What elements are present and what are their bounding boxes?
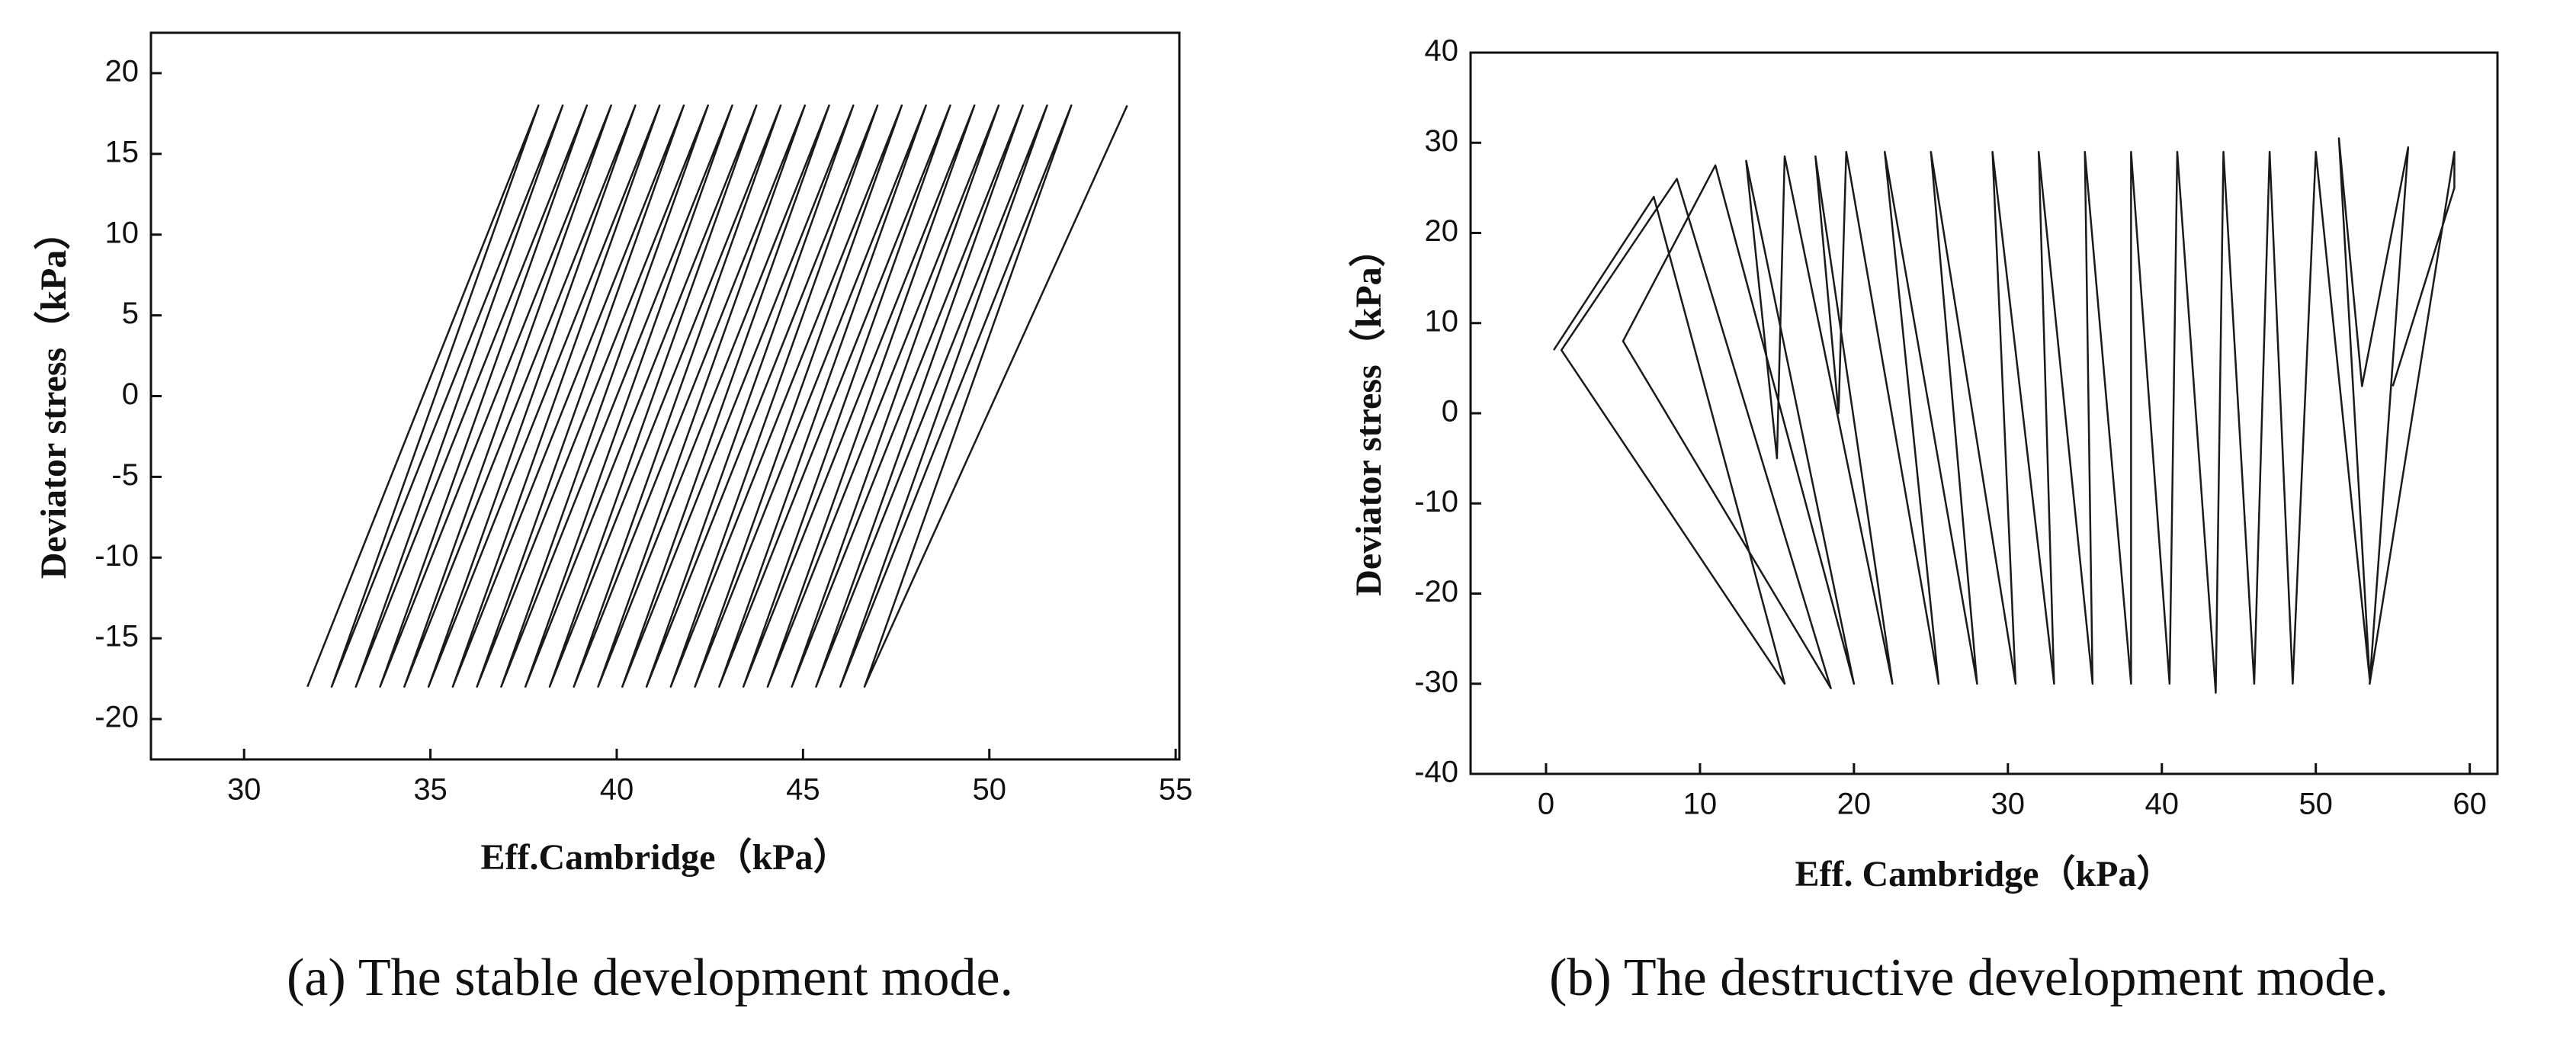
y-tick-label: 10	[1425, 304, 1459, 338]
x-tick-label: 35	[413, 773, 448, 807]
y-tick-label: 20	[1425, 214, 1459, 248]
x-tick-label: 40	[600, 773, 634, 807]
x-tick-label: 50	[2299, 788, 2333, 821]
y-tick-label: 15	[105, 135, 140, 169]
x-tick-label: 55	[1159, 773, 1193, 807]
x-tick-label: 50	[972, 773, 1006, 807]
x-axis-label: Eff. Cambridge（kPa）	[1795, 854, 2173, 894]
y-tick-label: -5	[111, 458, 139, 492]
caption: (a) The stable development mode.	[287, 949, 1013, 1007]
x-tick-label: 30	[227, 773, 261, 807]
y-tick-label: -20	[95, 701, 139, 734]
y-tick-label: -30	[1414, 665, 1458, 698]
y-tick-label: -10	[1414, 485, 1458, 518]
x-tick-label: 0	[1538, 788, 1554, 821]
data-line	[306, 104, 1128, 688]
y-axis-label: Deviator stress（kPa）	[1349, 230, 1389, 596]
y-tick-label: -10	[95, 539, 139, 573]
y-tick-label: 30	[1425, 124, 1459, 158]
caption: (b) The destructive development mode.	[1549, 949, 2388, 1007]
y-tick-label: -20	[1414, 575, 1458, 608]
y-tick-label: 0	[122, 377, 139, 411]
y-tick-label: 0	[1442, 395, 1458, 429]
x-tick-label: 10	[1683, 788, 1718, 821]
y-tick-label: 10	[105, 216, 140, 249]
y-axis-label: Deviator stress（kPa）	[34, 213, 74, 579]
x-tick-label: 20	[1837, 788, 1872, 821]
x-tick-label: 40	[2145, 788, 2180, 821]
x-tick-label: 30	[1991, 788, 2026, 821]
x-tick-label: 45	[786, 773, 820, 807]
y-tick-label: 40	[1425, 34, 1459, 68]
y-tick-label: -40	[1414, 756, 1458, 789]
data-line	[1553, 137, 2456, 694]
y-tick-label: 5	[122, 297, 139, 330]
y-tick-label: 20	[105, 55, 140, 88]
y-tick-label: -15	[95, 620, 139, 653]
x-axis-label: Eff.Cambridge（kPa）	[481, 837, 850, 878]
x-tick-label: 60	[2452, 788, 2487, 821]
